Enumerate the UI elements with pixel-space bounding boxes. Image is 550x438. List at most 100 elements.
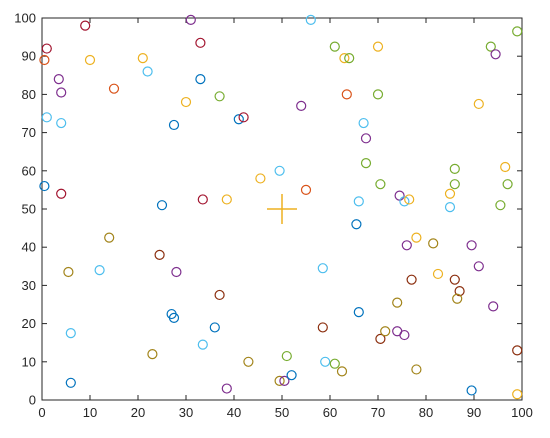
data-point xyxy=(473,98,484,110)
data-point xyxy=(392,297,403,308)
data-point xyxy=(238,112,249,123)
data-point xyxy=(214,91,225,102)
data-point xyxy=(154,249,165,260)
data-point xyxy=(233,114,244,125)
data-point xyxy=(197,194,208,205)
data-point xyxy=(305,14,316,26)
data-point xyxy=(380,326,391,337)
y-tick-label: 80 xyxy=(22,87,36,102)
data-point xyxy=(65,377,76,388)
y-tick-label: 40 xyxy=(22,240,36,255)
y-tick-label: 90 xyxy=(22,49,36,64)
data-point xyxy=(372,41,384,52)
data-point xyxy=(255,173,266,184)
y-tick-label: 50 xyxy=(22,202,36,217)
data-point xyxy=(360,133,372,144)
axis-tick-labels: 0 10 20 30 40 50 60 70 80 90 100 0 10 20 30 40 50 60 70 80 9… xyxy=(14,11,533,421)
data-point xyxy=(300,184,312,195)
data-point xyxy=(336,366,348,377)
y-tick-label: 60 xyxy=(22,163,36,178)
data-point xyxy=(495,200,506,211)
data-point xyxy=(512,345,523,356)
data-point xyxy=(411,232,422,243)
data-point xyxy=(329,358,340,369)
data-point xyxy=(56,87,67,98)
data-point xyxy=(274,165,285,176)
data-point xyxy=(401,240,412,251)
data-point xyxy=(286,370,297,381)
data-point xyxy=(449,179,460,190)
data-point xyxy=(372,89,384,100)
data-point xyxy=(449,163,460,174)
x-tick-label: 60 xyxy=(323,405,337,420)
data-point xyxy=(485,41,496,52)
data-point xyxy=(221,383,232,394)
center-marker xyxy=(267,194,297,224)
data-point xyxy=(104,232,115,243)
data-point xyxy=(156,200,168,211)
data-point xyxy=(279,375,290,386)
y-tick-label: 70 xyxy=(22,125,36,140)
data-point xyxy=(353,307,364,318)
data-point xyxy=(454,286,465,297)
x-tick-label: 80 xyxy=(419,405,433,420)
data-point xyxy=(65,328,76,339)
data-point xyxy=(185,14,196,26)
data-point xyxy=(351,219,362,230)
data-point xyxy=(63,266,74,278)
data-point xyxy=(449,274,460,285)
x-tick-label: 50 xyxy=(275,405,289,420)
data-point xyxy=(406,274,417,285)
x-tick-label: 10 xyxy=(83,405,97,420)
data-point xyxy=(56,117,67,129)
data-point xyxy=(428,238,439,249)
axis-ticks xyxy=(41,17,523,401)
x-tick-label: 0 xyxy=(38,405,45,420)
data-point xyxy=(404,194,415,205)
y-tick-label: 100 xyxy=(14,11,36,26)
data-point xyxy=(147,349,158,360)
data-point xyxy=(41,112,52,123)
x-tick-label: 20 xyxy=(131,405,145,420)
data-point xyxy=(339,53,350,64)
data-point xyxy=(444,188,456,199)
data-point xyxy=(432,268,444,280)
data-point xyxy=(195,37,206,48)
data-point xyxy=(329,41,340,52)
data-point xyxy=(274,375,285,386)
data-point xyxy=(512,26,523,37)
data-point xyxy=(444,201,456,213)
y-tick-label: 0 xyxy=(29,393,36,408)
data-point xyxy=(466,240,477,251)
data-point xyxy=(56,188,67,199)
data-point xyxy=(375,333,386,344)
data-point xyxy=(341,89,352,100)
data-point xyxy=(344,53,355,64)
data-point xyxy=(195,74,206,85)
data-point xyxy=(296,100,307,111)
data-point xyxy=(137,53,148,64)
data-point xyxy=(39,54,50,66)
data-point xyxy=(94,265,105,276)
data-point xyxy=(80,20,91,31)
data-point xyxy=(399,196,410,207)
data-point xyxy=(358,117,369,129)
data-point xyxy=(512,389,523,400)
data-point xyxy=(53,74,64,85)
data-point xyxy=(317,322,328,333)
x-tick-label: 100 xyxy=(511,405,533,420)
data-point xyxy=(353,196,364,207)
data-point xyxy=(502,179,513,190)
data-point xyxy=(317,263,328,274)
data-point xyxy=(490,49,501,60)
data-point xyxy=(180,96,192,108)
data-point xyxy=(171,266,182,278)
data-point xyxy=(320,356,331,367)
data-points xyxy=(39,14,523,400)
data-point xyxy=(168,312,180,323)
data-point xyxy=(452,293,463,304)
data-point xyxy=(84,54,96,66)
data-point xyxy=(466,385,477,396)
data-point xyxy=(214,289,225,301)
